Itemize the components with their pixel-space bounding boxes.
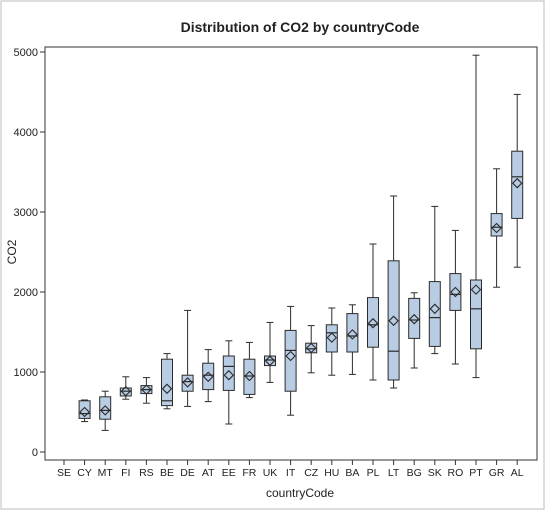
mean-marker xyxy=(99,405,111,416)
box-al xyxy=(511,93,524,268)
box-rs xyxy=(140,377,153,404)
x-tick-label: FI xyxy=(121,467,130,479)
mean-marker xyxy=(141,384,152,395)
x-tick-label: BE xyxy=(160,467,174,479)
iqr-box xyxy=(367,297,379,348)
iqr-box xyxy=(408,297,421,339)
mean-marker xyxy=(450,286,461,298)
y-tick-label: 4000 xyxy=(14,127,38,139)
iqr-box xyxy=(325,324,338,353)
x-tick-label: SE xyxy=(57,467,71,479)
box-be xyxy=(161,353,173,410)
iqr-box xyxy=(449,273,462,311)
x-tick-label: RO xyxy=(448,467,464,479)
x-tick-label: CZ xyxy=(304,467,319,479)
x-tick-label: BA xyxy=(345,467,359,479)
iqr-box xyxy=(202,362,215,391)
x-tick-label: HU xyxy=(324,467,339,479)
x-tick-label: GR xyxy=(489,467,505,479)
x-tick-label: PT xyxy=(469,467,483,479)
box-ro xyxy=(449,229,462,365)
mean-marker xyxy=(491,222,502,234)
box-fr xyxy=(243,341,256,399)
box-bg xyxy=(408,292,421,369)
x-tick-label: IT xyxy=(286,467,296,479)
x-tick-label: CY xyxy=(77,467,92,479)
box-gr xyxy=(490,168,503,288)
iqr-box xyxy=(346,313,359,353)
chart-title: Distribution of CO2 by countryCode xyxy=(181,19,420,35)
mean-marker xyxy=(367,317,379,329)
x-tick-label: DE xyxy=(180,467,195,479)
mean-marker xyxy=(120,385,132,397)
box-cy xyxy=(78,399,91,423)
mean-marker xyxy=(408,313,420,325)
mean-marker xyxy=(182,377,193,388)
box-lt xyxy=(387,195,400,389)
box-pl xyxy=(367,243,379,381)
mean-marker xyxy=(285,350,296,362)
x-tick-label: RS xyxy=(139,467,154,479)
mean-marker xyxy=(347,329,358,340)
y-tick-label: 0 xyxy=(32,447,38,459)
mean-marker xyxy=(244,370,255,382)
x-axis: SE CY MT FI RS BE DE AT EE FR UK IT CZ HU BA PL LT BG SK RO… xyxy=(57,460,524,479)
box-hu xyxy=(325,307,338,376)
box-mt xyxy=(99,390,112,431)
mean-marker xyxy=(388,315,399,327)
x-tick-label: PL xyxy=(367,467,380,479)
mean-marker xyxy=(305,342,317,354)
iqr-box xyxy=(470,279,482,350)
mean-marker xyxy=(161,383,173,395)
iqr-box xyxy=(181,374,194,392)
mean-marker xyxy=(202,371,214,383)
mean-marker xyxy=(223,369,235,381)
iqr-box xyxy=(490,213,503,237)
box-it xyxy=(284,305,297,416)
box-series xyxy=(78,54,524,431)
box-ee xyxy=(222,340,235,425)
y-tick-label: 1000 xyxy=(14,367,38,379)
box-ba xyxy=(346,304,359,375)
box-de xyxy=(181,309,194,407)
y-axis: 0 1000 2000 3000 4000 5000 xyxy=(14,47,45,459)
mean-marker xyxy=(470,284,482,295)
mean-marker xyxy=(79,406,90,418)
iqr-box xyxy=(511,150,524,219)
x-tick-label: MT xyxy=(98,467,114,479)
x-tick-label: AT xyxy=(202,467,215,479)
mean-marker xyxy=(326,332,338,343)
y-tick-label: 5000 xyxy=(14,47,38,59)
iqr-box xyxy=(99,396,112,420)
box-fi xyxy=(119,376,132,400)
box-uk xyxy=(264,321,276,383)
iqr-box xyxy=(387,260,400,381)
x-axis-label: countryCode xyxy=(266,486,334,500)
iqr-box xyxy=(243,358,256,395)
mean-marker xyxy=(264,355,276,367)
x-tick-label: LT xyxy=(388,467,400,479)
box-sk xyxy=(428,205,441,355)
mean-marker xyxy=(429,303,441,315)
box-pt xyxy=(470,54,482,379)
y-tick-label: 3000 xyxy=(14,207,38,219)
x-tick-label: UK xyxy=(263,467,278,479)
box-cz xyxy=(305,325,318,374)
iqr-box xyxy=(78,400,91,419)
x-tick-label: FR xyxy=(242,467,256,479)
x-tick-label: BG xyxy=(407,467,422,479)
box-at xyxy=(202,349,215,403)
y-axis-label: CO2 xyxy=(5,239,19,264)
x-tick-label: AL xyxy=(511,467,524,479)
x-tick-label: EE xyxy=(222,467,236,479)
mean-marker xyxy=(511,177,523,189)
iqr-box xyxy=(222,355,235,391)
x-tick-label: SK xyxy=(428,467,442,479)
iqr-box xyxy=(161,358,173,407)
y-tick-label: 2000 xyxy=(14,287,38,299)
